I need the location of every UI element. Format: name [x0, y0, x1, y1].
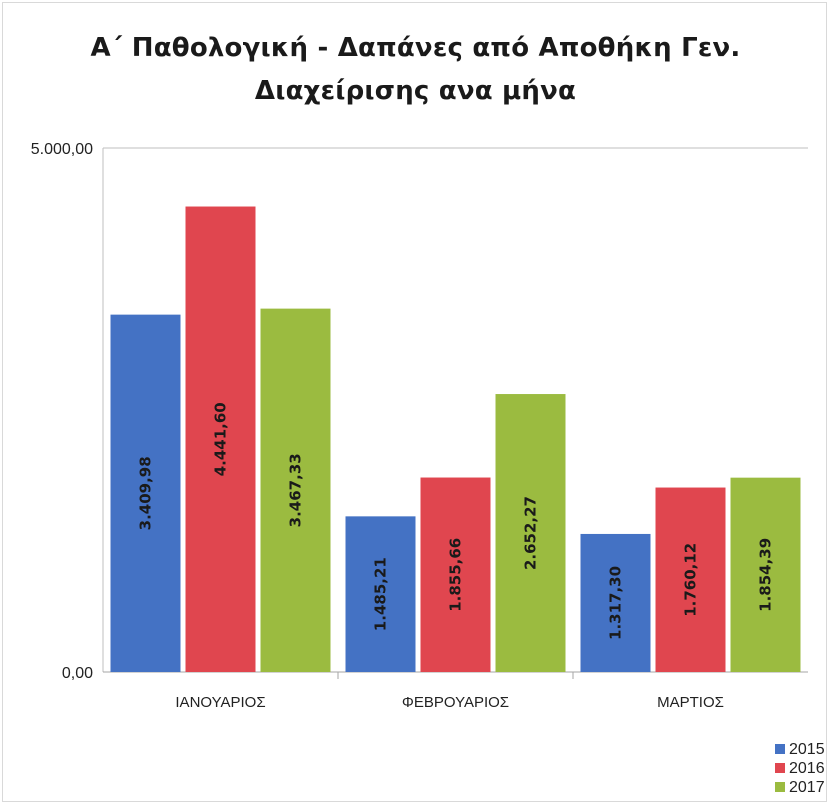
bar-2016-1	[420, 477, 491, 672]
bar-2016-0	[185, 206, 256, 672]
data-label: 3.467,33	[287, 453, 305, 527]
data-labels: 3.409,98 4.441,60 3.467,33 1.485,21 1.855,66…	[137, 402, 775, 640]
data-label: 1.485,21	[372, 557, 390, 631]
legend-label: 2017	[789, 779, 825, 796]
bars	[110, 206, 801, 672]
data-label: 3.409,98	[137, 456, 155, 530]
x-tick-label: ΜΑΡΤΙΟΣ	[657, 694, 724, 711]
y-tick-label: 0,00	[62, 665, 93, 682]
legend-label: 2016	[789, 760, 825, 777]
data-label: 2.652,27	[522, 496, 540, 570]
data-label: 1.855,66	[447, 538, 465, 612]
data-label: 1.760,12	[682, 543, 700, 617]
bar-2017-1	[495, 394, 566, 672]
x-tick-label: ΙΑΝΟΥΑΡΙΟΣ	[175, 694, 265, 711]
legend-label: 2015	[789, 741, 825, 758]
bar-2017-2	[730, 477, 801, 672]
y-tick-label: 5.000,00	[31, 141, 93, 158]
bar-2016-2	[655, 487, 726, 672]
bar-2015-0	[110, 314, 181, 672]
data-label: 4.441,60	[212, 402, 230, 476]
legend-swatch-2017	[775, 782, 785, 792]
x-tick-label: ΦΕΒΡΟΥΑΡΙΟΣ	[402, 694, 509, 711]
bar-2015-1	[345, 516, 416, 672]
legend-swatch-2015	[775, 744, 785, 754]
legend-swatch-2016	[775, 763, 785, 773]
bar-2017-0	[260, 308, 331, 672]
data-label: 1.854,39	[757, 538, 775, 612]
legend: 2015 2016 2017	[775, 741, 825, 796]
chart-title-line-1: Α΄ Παθολογική - Δαπάνες από Αποθήκη Γεν.	[90, 33, 741, 63]
data-label: 1.317,30	[607, 566, 625, 640]
chart-title-line-2: Διαχείρισης ανα μήνα	[254, 76, 577, 106]
bar-2015-2	[580, 533, 651, 672]
